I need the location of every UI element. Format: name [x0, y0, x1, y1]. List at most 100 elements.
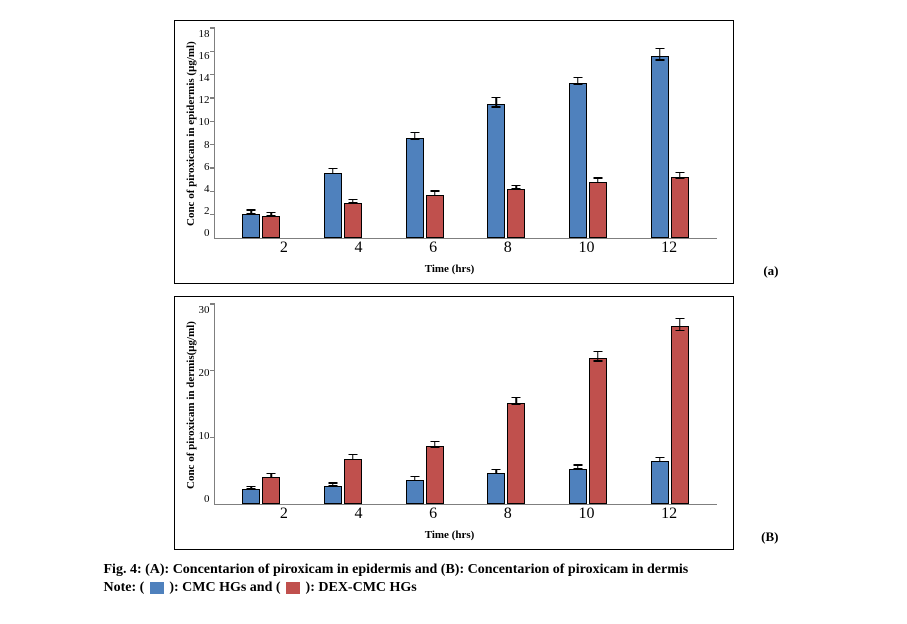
bar	[569, 83, 587, 238]
error-cap	[430, 190, 439, 192]
y-tick-label: 10	[199, 431, 210, 442]
chart-a-y-labels: 181614121086420	[199, 29, 214, 239]
y-tick-label: 4	[204, 184, 210, 195]
bar	[406, 480, 424, 504]
bar	[344, 459, 362, 504]
error-cap	[512, 397, 521, 399]
x-tick-label: 4	[354, 239, 362, 257]
bar-group	[324, 305, 362, 504]
note-prefix: Note: (	[104, 580, 145, 595]
bar-group	[406, 305, 444, 504]
chart-b-panel-label: (B)	[761, 529, 778, 545]
error-cap	[247, 213, 256, 215]
x-tick-label: 10	[578, 505, 594, 523]
chart-b-x-labels: 2 4 6 8 10 12	[241, 505, 717, 523]
bar	[671, 326, 689, 504]
bar	[242, 489, 260, 504]
chart-b-x-labels-row: 2 4 6 8 10 12	[183, 505, 717, 523]
bar	[589, 182, 607, 238]
bar-group	[487, 29, 525, 238]
x-tick-label: 6	[429, 239, 437, 257]
error-cap	[655, 457, 664, 459]
error-cap	[267, 473, 276, 475]
error-cap	[492, 106, 501, 108]
x-tick-label: 4	[354, 505, 362, 523]
chart-a-plot	[214, 29, 717, 239]
x-tick-label: 8	[504, 505, 512, 523]
error-cap	[573, 84, 582, 86]
error-cap	[328, 485, 337, 487]
y-tick-label: 30	[199, 305, 210, 316]
bar	[507, 189, 525, 238]
bar-group	[569, 305, 607, 504]
error-cap	[655, 461, 664, 463]
error-cap	[410, 480, 419, 482]
y-tick-label: 12	[199, 95, 210, 106]
x-tick-label: 2	[280, 505, 288, 523]
error-cap	[267, 477, 276, 479]
error-cap	[573, 77, 582, 79]
x-tick-label: 12	[661, 505, 677, 523]
bar	[426, 195, 444, 238]
caption-line1: Fig. 4: (A): Concentarion of piroxicam i…	[104, 562, 804, 578]
error-cap	[247, 209, 256, 211]
error-cap	[675, 318, 684, 320]
error-cap	[410, 132, 419, 134]
chart-a-panel-label: (a)	[763, 263, 778, 279]
bar-group	[324, 29, 362, 238]
error-cap	[348, 202, 357, 204]
chart-a-x-labels: 24681012	[241, 239, 717, 257]
figure-caption: Fig. 4: (A): Concentarion of piroxicam i…	[104, 562, 804, 596]
error-cap	[328, 168, 337, 170]
y-tick-label: 16	[199, 51, 210, 62]
chart-b-y-title: Conc of piroxicam in dermis(μg/ml)	[183, 305, 199, 505]
error-cap	[328, 482, 337, 484]
error-cap	[573, 464, 582, 466]
error-cap	[410, 139, 419, 141]
error-cap	[593, 351, 602, 353]
bar	[262, 477, 280, 504]
error-cap	[593, 182, 602, 184]
error-cap	[675, 172, 684, 174]
bar-group	[242, 29, 280, 238]
error-cap	[328, 173, 337, 175]
y-tick-label: 0	[204, 494, 210, 505]
bar	[651, 56, 669, 238]
chart-b-plot	[214, 305, 717, 505]
bar	[671, 177, 689, 238]
bar	[507, 403, 525, 504]
error-cap	[675, 178, 684, 180]
legend-swatch-cmc	[150, 582, 164, 594]
error-cap	[512, 185, 521, 187]
bar	[651, 461, 669, 504]
caption-note: Note: ( ): CMC HGs and ( ): DEX-CMC HGs	[104, 580, 804, 596]
error-cap	[593, 360, 602, 362]
bar	[569, 469, 587, 504]
bar	[324, 486, 342, 504]
chart-a-container: Conc of piroxicam in epidermis (μg/ml) 1…	[174, 20, 734, 284]
error-cap	[430, 446, 439, 448]
error-cap	[655, 59, 664, 61]
bar	[324, 173, 342, 238]
bar-group	[487, 305, 525, 504]
error-cap	[247, 486, 256, 488]
error-cap	[348, 459, 357, 461]
bar	[487, 104, 505, 238]
bar	[487, 473, 505, 504]
y-tick-label: 0	[204, 228, 210, 239]
y-tick-label: 10	[199, 117, 210, 128]
chart-b-container: Conc of piroxicam in dermis(μg/ml) 30 2 0 1…	[174, 296, 734, 550]
error-cap	[492, 97, 501, 99]
x-tick-label: 6	[429, 505, 437, 523]
error-cap	[267, 215, 276, 217]
x-tick-label: 2	[280, 239, 288, 257]
bar	[242, 214, 260, 239]
bar-group	[569, 29, 607, 238]
bar	[406, 138, 424, 238]
error-cap	[512, 188, 521, 190]
error-cap	[267, 212, 276, 214]
error-cap	[675, 330, 684, 332]
chart-b-y-labels: 3020100	[199, 305, 214, 505]
chart-b-x-title: Time (hrs)	[183, 529, 717, 541]
error-cap	[512, 404, 521, 406]
